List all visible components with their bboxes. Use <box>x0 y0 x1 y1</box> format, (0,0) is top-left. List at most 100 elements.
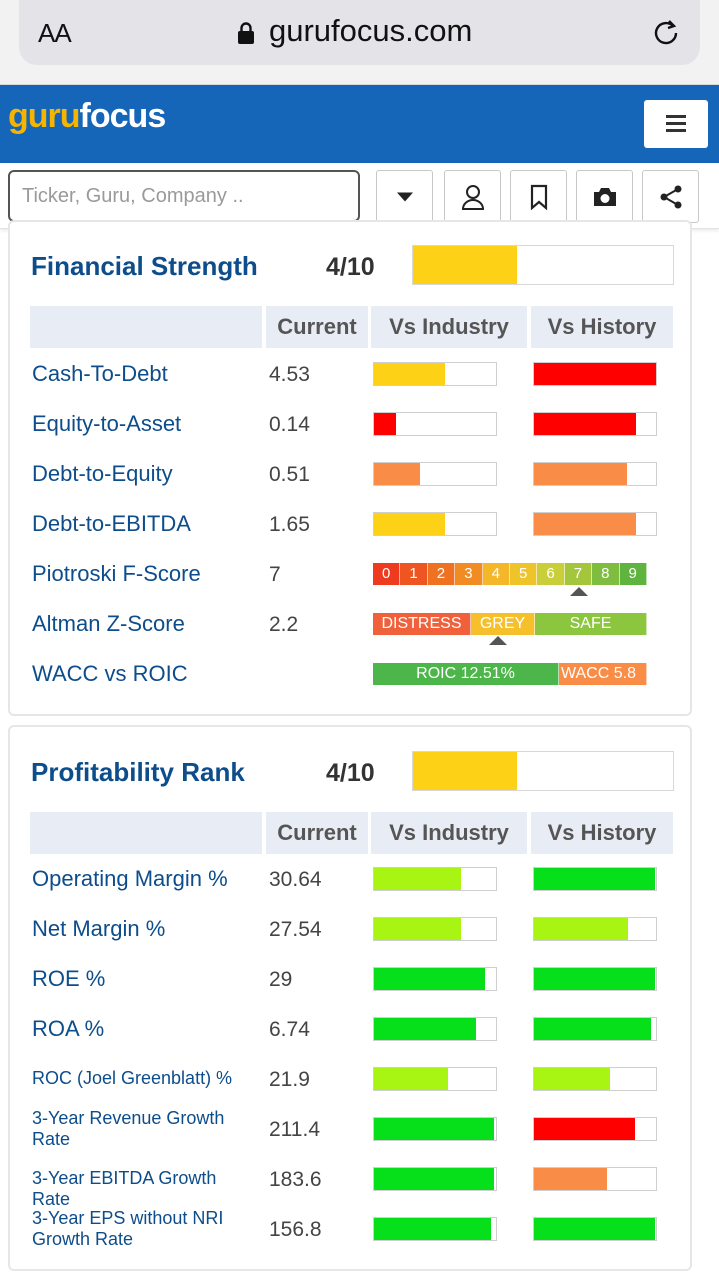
vs-history-bar <box>533 867 657 891</box>
row-label[interactable]: 3-Year Revenue Growth Rate <box>32 1108 225 1149</box>
profitability-rank-title[interactable]: Profitability Rank <box>31 757 245 787</box>
row-value: 211.4 <box>269 1118 320 1141</box>
score-bar-fill <box>413 752 517 790</box>
vs-industry-fill <box>374 1068 449 1090</box>
row-label[interactable]: Debt-to-EBITDA <box>32 511 191 536</box>
vs-industry-bar <box>373 917 497 941</box>
altman-zone-safe: SAFE <box>535 613 647 635</box>
hamburger-menu-button[interactable] <box>644 100 708 148</box>
vs-industry-fill <box>374 1118 494 1140</box>
caret-down-icon <box>396 192 413 201</box>
vs-industry-fill <box>374 463 421 485</box>
vs-history-fill <box>534 1018 652 1040</box>
header-current[interactable]: Current <box>266 812 368 854</box>
row-label[interactable]: Net Margin % <box>32 916 166 941</box>
bookmark-button[interactable] <box>510 170 567 223</box>
vs-industry-fill <box>374 363 445 385</box>
text-size-button[interactable]: AA <box>38 18 72 48</box>
altman-label[interactable]: Altman Z-Score <box>32 611 185 636</box>
row-value: 0.51 <box>269 463 310 486</box>
bookmark-icon <box>530 184 547 210</box>
row-label[interactable]: Cash-To-Debt <box>32 361 168 386</box>
vs-history-bar <box>533 1167 657 1191</box>
row-label[interactable]: 3-Year EBITDA Growth Rate <box>32 1168 217 1209</box>
piotroski-segment: 8 <box>592 563 620 585</box>
vs-industry-bar <box>373 1217 497 1241</box>
altman-value: 2.2 <box>269 613 299 636</box>
row-label[interactable]: ROE % <box>32 966 106 991</box>
vs-industry-bar <box>373 967 497 991</box>
vs-history-fill <box>534 918 628 940</box>
vs-industry-bar <box>373 1067 497 1091</box>
row-value: 1.65 <box>269 513 310 536</box>
vs-history-fill <box>534 1118 636 1140</box>
vs-history-fill <box>534 513 637 535</box>
vs-history-bar <box>533 362 657 386</box>
wacc-roic-label[interactable]: WACC vs ROIC <box>32 661 188 686</box>
header-blank <box>30 812 262 854</box>
vs-industry-fill <box>374 1018 477 1040</box>
profitability-rank-score-bar <box>412 751 674 791</box>
hamburger-line <box>666 129 686 132</box>
vs-industry-fill <box>374 918 461 940</box>
row-value: 21.9 <box>269 1068 310 1091</box>
vs-history-bar <box>533 967 657 991</box>
row-label[interactable]: ROA % <box>32 1016 105 1041</box>
share-icon <box>660 185 681 208</box>
row-label[interactable]: Debt-to-Equity <box>32 461 173 486</box>
gurufocus-logo[interactable]: gurufocus <box>8 97 166 135</box>
row-label[interactable]: 3-Year EPS without NRI Growth Rate <box>32 1208 224 1249</box>
reload-icon[interactable] <box>649 16 683 50</box>
vs-history-fill <box>534 1168 608 1190</box>
vs-industry-bar <box>373 412 497 436</box>
url-text: gurufocus.com <box>269 13 473 48</box>
vs-history-fill <box>534 1218 655 1240</box>
vs-history-bar <box>533 917 657 941</box>
piotroski-segment: 0 <box>373 563 401 585</box>
vs-industry-bar <box>373 512 497 536</box>
piotroski-label[interactable]: Piotroski F-Score <box>32 561 201 586</box>
vs-industry-fill <box>374 968 486 990</box>
financial-strength-score-bar <box>412 245 674 285</box>
piotroski-segment: 7 <box>564 563 593 585</box>
piotroski-segment: 1 <box>400 563 428 585</box>
site-header: gurufocus <box>0 85 719 163</box>
wacc-segment: WACC 5.8 <box>559 663 647 685</box>
header-vs-industry[interactable]: Vs Industry <box>371 812 527 854</box>
piotroski-segment: 9 <box>619 563 647 585</box>
vs-history-bar <box>533 412 657 436</box>
vs-history-fill <box>534 413 637 435</box>
url-field[interactable]: AA gurufocus.com <box>19 0 700 65</box>
vs-industry-bar <box>373 462 497 486</box>
piotroski-segment: 6 <box>537 563 565 585</box>
altman-scale: DISTRESS GREY SAFE <box>373 613 647 635</box>
row-value: 4.53 <box>269 363 310 386</box>
header-vs-history[interactable]: Vs History <box>531 306 673 348</box>
altman-zone-grey: GREY <box>471 613 535 635</box>
row-label[interactable]: Equity-to-Asset <box>32 411 182 436</box>
dropdown-button[interactable] <box>376 170 433 223</box>
row-value: 183.6 <box>269 1168 322 1191</box>
share-button[interactable] <box>642 170 699 223</box>
row-label[interactable]: Operating Margin % <box>32 866 228 891</box>
camera-button[interactable] <box>576 170 633 223</box>
row-value: 27.54 <box>269 918 322 941</box>
header-vs-industry[interactable]: Vs Industry <box>371 306 527 348</box>
header-current[interactable]: Current <box>266 306 368 348</box>
vs-history-bar <box>533 1117 657 1141</box>
altman-zone-distress: DISTRESS <box>373 613 471 635</box>
lock-icon <box>238 22 254 44</box>
financial-strength-title[interactable]: Financial Strength <box>31 251 258 281</box>
vs-industry-bar <box>373 362 497 386</box>
profitability-rank-score: 4/10 <box>326 759 375 787</box>
search-input[interactable] <box>8 170 360 222</box>
header-vs-history[interactable]: Vs History <box>531 812 673 854</box>
vs-industry-fill <box>374 868 461 890</box>
financial-strength-score: 4/10 <box>326 253 375 281</box>
user-button[interactable] <box>444 170 501 223</box>
row-value: 29 <box>269 968 293 991</box>
vs-history-bar <box>533 512 657 536</box>
vs-history-bar <box>533 462 657 486</box>
row-label[interactable]: ROC (Joel Greenblatt) % <box>32 1068 233 1088</box>
vs-history-bar <box>533 1067 657 1091</box>
